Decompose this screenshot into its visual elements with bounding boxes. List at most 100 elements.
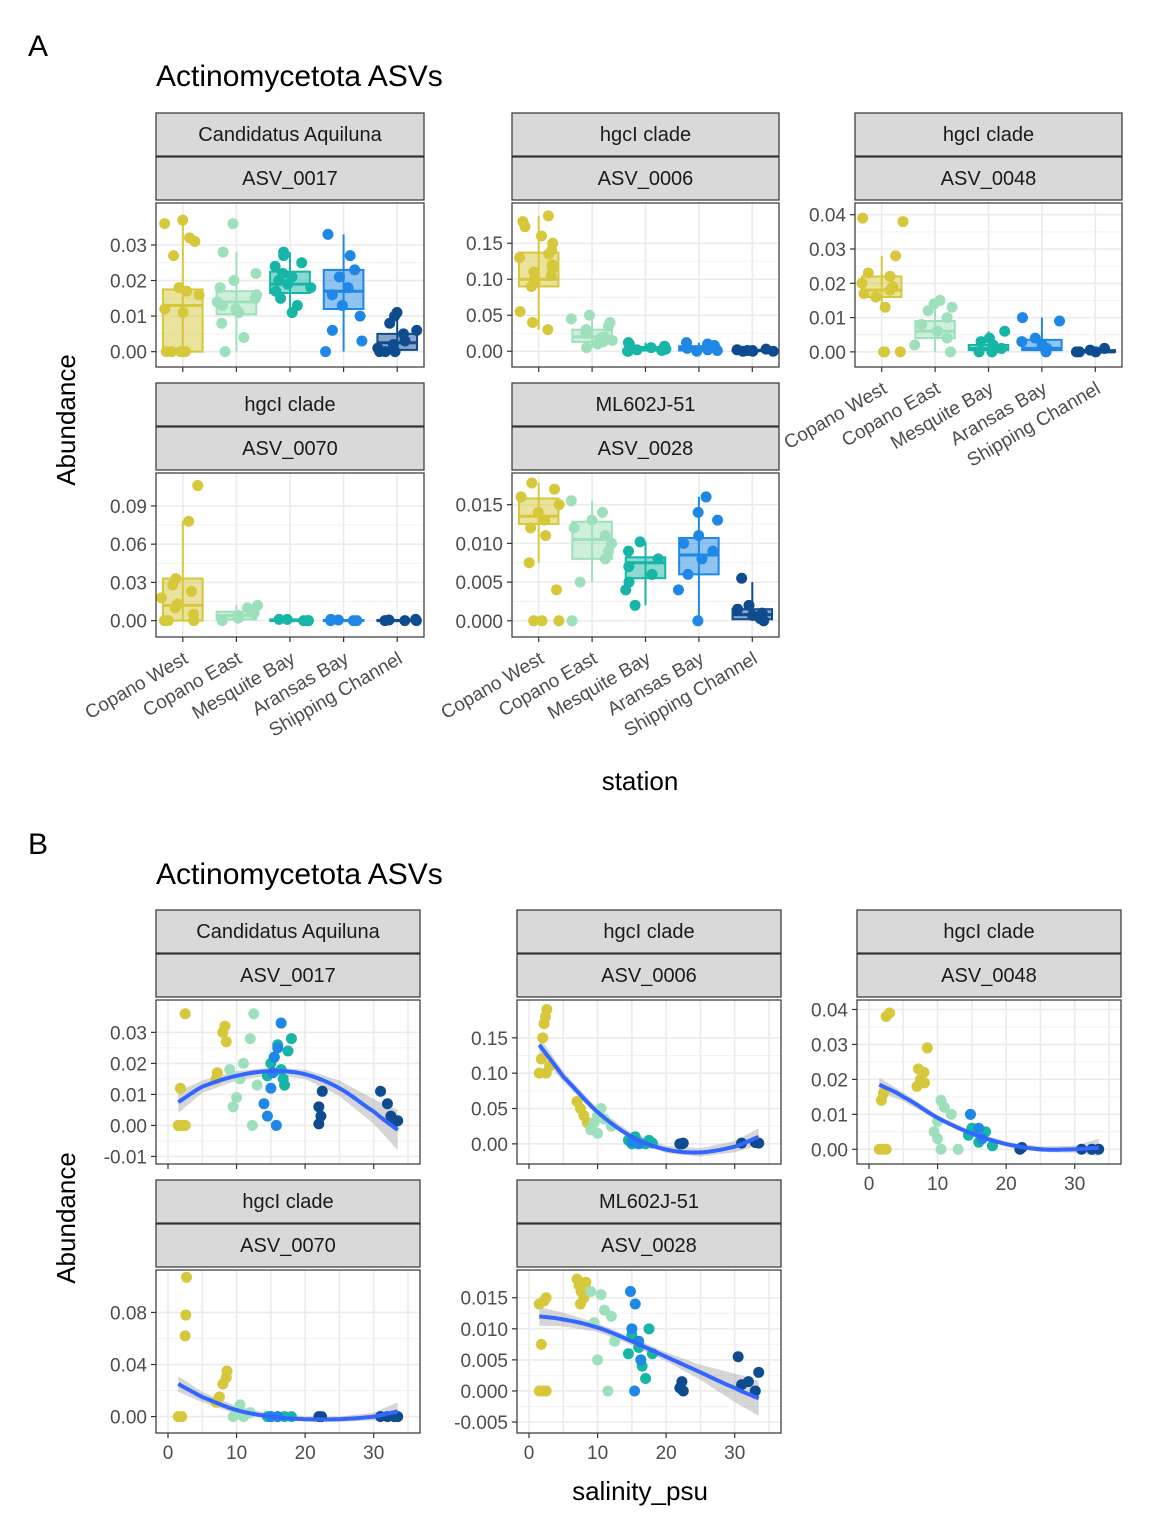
data-point (177, 214, 189, 226)
data-point (219, 1020, 231, 1032)
data-point (326, 289, 338, 301)
data-point (732, 1351, 744, 1363)
data-point (878, 346, 890, 358)
x-tick-label: 0 (524, 1443, 535, 1464)
data-point (700, 491, 712, 503)
data-point (623, 561, 635, 573)
data-point (565, 313, 577, 325)
facet-strip-label: hgcI clade (244, 394, 335, 416)
data-point (258, 1098, 270, 1110)
data-point (932, 325, 944, 337)
data-point (941, 332, 953, 344)
y-tick-label: 0.00 (809, 343, 846, 364)
panel-tag-b: B (28, 828, 49, 861)
x-axis-title: station (602, 766, 679, 796)
data-point (526, 477, 538, 489)
y-tick-label: 0.10 (471, 1064, 508, 1085)
y-tick-label: 0.03 (811, 1035, 848, 1056)
data-point (298, 615, 310, 627)
data-point (159, 303, 171, 315)
y-axis-title: Abundance (51, 354, 81, 486)
facet-strip-label: ASV_0070 (242, 438, 338, 460)
data-point (397, 328, 409, 340)
data-point (887, 281, 899, 293)
data-point (677, 1385, 689, 1397)
data-point (285, 1033, 297, 1045)
data-point (1099, 342, 1111, 354)
data-point (277, 1073, 289, 1085)
data-point (248, 1008, 260, 1020)
data-point (938, 1101, 950, 1113)
data-point (879, 301, 891, 313)
data-point (1036, 339, 1048, 351)
data-point (527, 316, 539, 328)
y-tick-label: -0.005 (454, 1413, 508, 1434)
data-point (237, 1057, 249, 1069)
data-point (336, 299, 348, 311)
data-point (541, 1004, 553, 1016)
data-point (553, 499, 565, 511)
y-tick-label: 0.15 (466, 234, 503, 255)
data-point (216, 615, 228, 627)
y-tick-label: 0.00 (471, 1135, 508, 1156)
facet-strip-label: ML602J-51 (599, 1191, 699, 1213)
data-point (214, 282, 226, 294)
data-point (583, 309, 595, 321)
data-point (539, 514, 551, 526)
data-point (580, 324, 592, 336)
data-point (973, 346, 985, 358)
data-point (635, 1354, 647, 1366)
data-point (1029, 332, 1041, 344)
y-tick-label: 0.02 (811, 1070, 848, 1091)
data-point (547, 237, 559, 249)
y-tick-label: 0.00 (110, 343, 147, 364)
data-point (514, 252, 526, 264)
facet-strip-label: ASV_0006 (598, 168, 694, 190)
facet-strip (155, 1179, 421, 1224)
data-point (515, 491, 527, 503)
data-point (193, 289, 205, 301)
data-point (525, 522, 537, 534)
data-point (528, 266, 540, 278)
data-point (574, 576, 586, 588)
facet-strip (155, 1223, 421, 1268)
facet-strip (511, 156, 780, 201)
data-point (244, 1033, 256, 1045)
data-point (645, 342, 657, 354)
panel-border (516, 1269, 782, 1434)
x-tick-label: 0 (163, 1443, 174, 1464)
data-point (322, 228, 334, 240)
y-tick-label: 0.000 (460, 1382, 508, 1403)
y-tick-label: 0.005 (460, 1351, 508, 1372)
data-point (692, 506, 704, 518)
data-point (537, 1032, 549, 1044)
panel-border (856, 999, 1122, 1165)
data-point (712, 514, 724, 526)
data-point (224, 1064, 236, 1076)
data-point (623, 576, 635, 588)
data-point (944, 346, 956, 358)
data-point (410, 613, 422, 625)
y-tick-label: 0.01 (811, 1105, 848, 1126)
y-tick-label: 0.10 (466, 270, 503, 291)
data-point (265, 1082, 277, 1094)
y-tick-label: 0.000 (455, 612, 503, 633)
data-point (692, 615, 704, 627)
facet-strip-label: hgcI clade (603, 921, 694, 943)
data-point (320, 346, 332, 358)
data-point (282, 1045, 294, 1057)
data-point (174, 346, 186, 358)
data-point (629, 1385, 641, 1397)
data-point (381, 1098, 393, 1110)
data-point (743, 599, 755, 611)
y-tick-label: 0.04 (809, 206, 846, 227)
facet-strip (155, 156, 425, 201)
data-point (220, 1036, 232, 1048)
y-tick-label: 0.03 (110, 236, 147, 257)
data-point (975, 336, 987, 348)
data-point (183, 515, 195, 527)
x-tick-label: 30 (724, 1443, 745, 1464)
data-point (932, 1133, 944, 1145)
data-point (676, 1376, 688, 1388)
